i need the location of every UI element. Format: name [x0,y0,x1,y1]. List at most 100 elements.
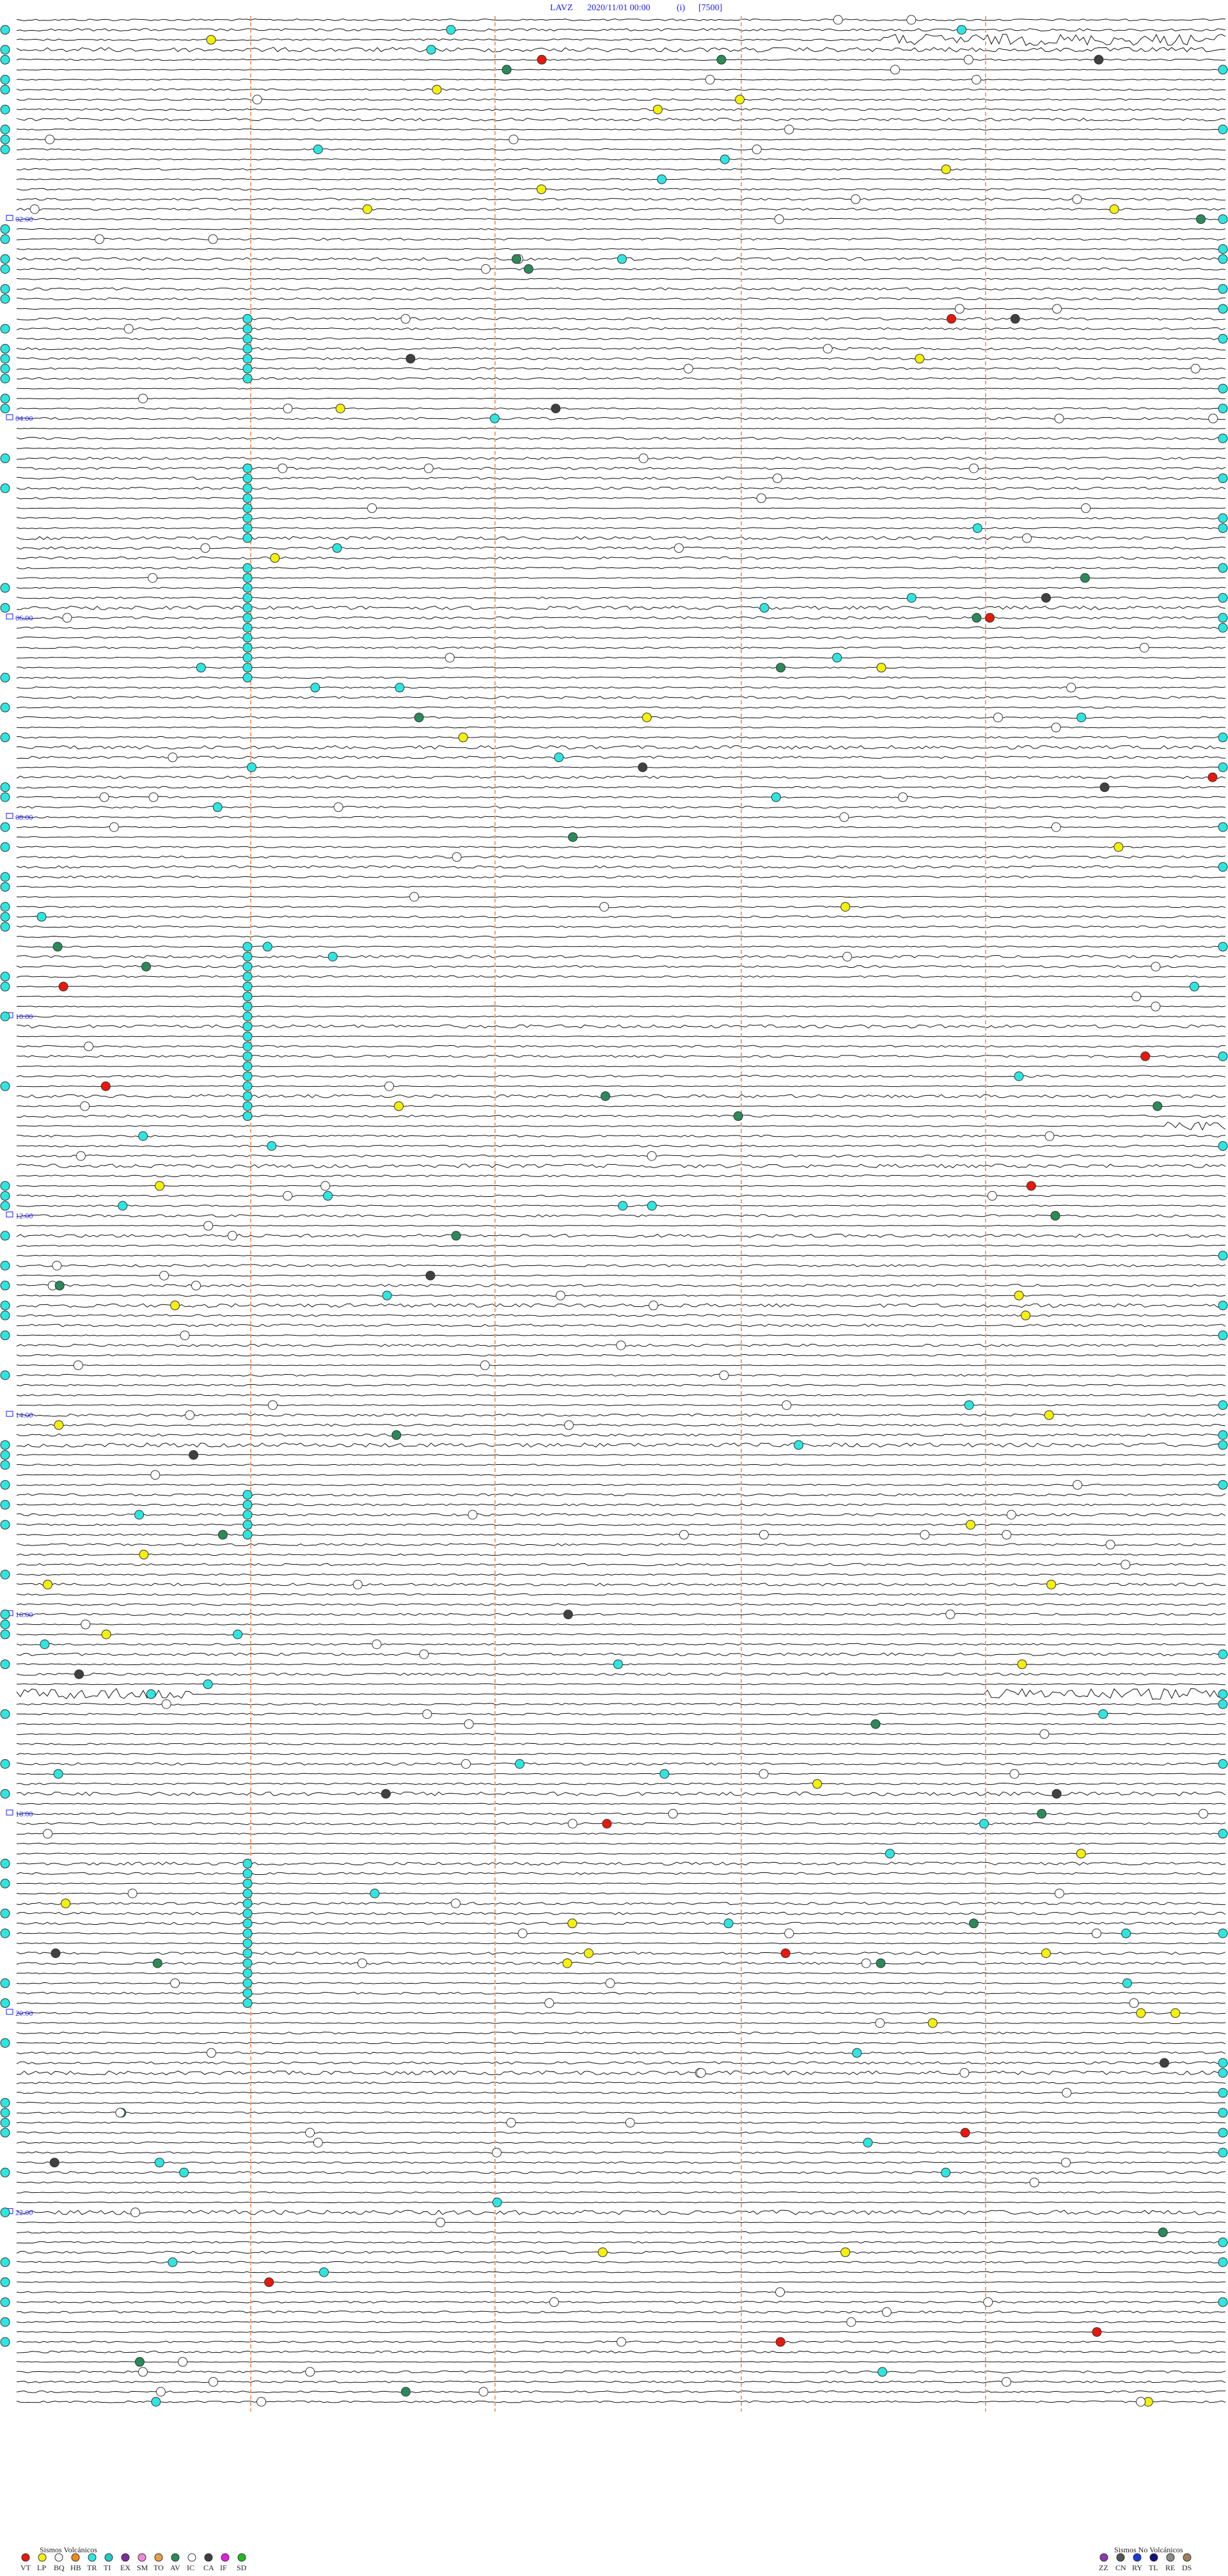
event-marker [127,1888,138,1899]
event-marker [168,752,178,763]
trace [16,1224,1226,1227]
event-marker [1044,1410,1054,1420]
legend-code: TL [1149,2563,1158,2572]
event-marker [1121,1928,1131,1938]
legend-swatch [54,2553,63,2562]
event-marker [480,1360,490,1370]
event-marker [242,1022,253,1032]
event-marker [759,1529,769,1540]
event-marker [0,354,10,364]
event-marker [196,663,206,673]
event-marker [0,374,10,384]
trace [16,1922,1226,1925]
event-marker [0,782,10,793]
event-marker [993,713,1003,723]
trace [16,1652,1226,1656]
event-marker [203,1679,213,1689]
trace [16,2191,1226,2194]
event-marker [0,1619,10,1629]
trace [16,1942,1225,1945]
trace [16,846,1226,848]
event-marker [451,1231,461,1241]
event-marker [179,2167,189,2177]
event-marker [0,842,10,852]
event-marker [601,1091,611,1102]
event-marker [1140,1051,1151,1061]
event-marker [773,473,782,484]
trace [16,287,1225,291]
event-marker [0,134,10,145]
event-marker [242,334,253,344]
trace [16,1833,1226,1835]
trace [16,1214,1226,1218]
trace [16,1687,1226,1700]
event-marker [332,543,342,553]
event-marker [537,54,547,65]
event-marker [1208,772,1218,782]
trace [16,416,1226,420]
event-marker [118,1201,128,1211]
event-marker [242,1041,253,1052]
event-marker [362,204,372,214]
event-marker [267,1400,278,1410]
event-marker [1218,2257,1228,2267]
trace [16,577,1226,579]
trace [16,68,1226,71]
event-marker [1218,1480,1228,1490]
event-marker [242,1878,253,1888]
event-marker [217,1529,228,1540]
trace [16,1753,1226,1755]
trace [16,1603,1225,1606]
event-marker [842,952,853,961]
time-label: 16:00 [15,1610,33,1619]
event-marker [0,732,10,743]
event-marker [242,1001,253,1011]
event-marker [1006,1510,1016,1520]
trace [16,1892,1226,1895]
time-marker [6,812,13,819]
event-marker [242,672,253,683]
legend-swatch [1166,2553,1175,2562]
event-marker [242,463,253,473]
event-marker [1002,1529,1012,1540]
event-marker [242,633,253,643]
legend-title: Sismos Volcánicos [40,2545,97,2554]
event-marker [1121,1560,1131,1570]
trace [16,915,1226,919]
event-marker [242,1520,253,1530]
event-marker [1051,1789,1062,1799]
trace [16,826,1226,828]
event-marker [242,354,253,364]
event-marker [278,463,288,473]
trace [16,796,1226,798]
event-marker [568,832,578,842]
time-label: 12:00 [15,1212,33,1221]
event-marker [43,1829,53,1839]
event-marker [0,2208,10,2218]
time-label: 18:00 [15,1809,33,1818]
trace [16,33,1226,46]
trace [16,1433,1226,1437]
event-marker [625,2117,635,2128]
trace [16,517,1226,519]
event-marker [206,35,216,45]
event-marker [452,852,462,862]
event-marker [0,1201,10,1211]
event-marker [947,313,956,324]
trace [16,2390,1226,2394]
trace [16,1563,1226,1567]
trace [16,1633,1226,1636]
event-marker [0,2277,10,2288]
event-marker [0,1370,10,1380]
trace [16,2161,1226,2164]
trace [16,1105,1226,1107]
event-marker [283,1190,293,1201]
event-marker [242,573,253,583]
trace [16,496,1226,500]
scale: [7500] [698,3,722,13]
trace [16,1024,1226,1029]
trace [16,1413,1226,1417]
trace [16,1762,1226,1766]
event-marker [963,54,973,65]
event-marker [423,463,434,473]
